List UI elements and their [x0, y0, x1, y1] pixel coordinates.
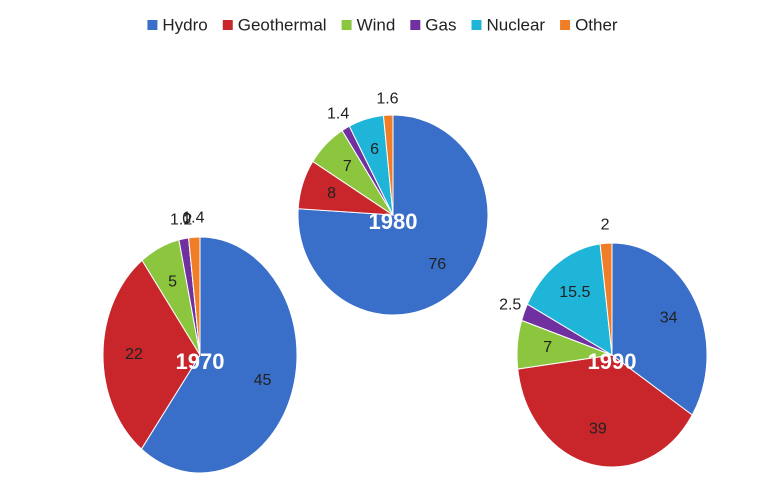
- pie-slice: [517, 354, 693, 468]
- data-label: 15.5: [559, 284, 590, 301]
- data-label: 2: [601, 217, 610, 234]
- legend-label: Gas: [425, 15, 456, 34]
- legend-swatch: [147, 20, 158, 30]
- legend-label: Nuclear: [486, 15, 545, 34]
- pie-slice: [102, 259, 201, 450]
- pie-slice: [140, 236, 298, 474]
- legend-label: Wind: [357, 15, 396, 34]
- pie-title: 1970: [176, 349, 225, 374]
- data-label: 8: [327, 185, 336, 202]
- data-label: 34: [660, 310, 678, 327]
- data-label: 6: [370, 141, 379, 158]
- legend-label: Hydro: [162, 15, 207, 34]
- pie-slice: [382, 114, 394, 216]
- pie-slice: [188, 236, 201, 356]
- pie-title: 1990: [588, 349, 637, 374]
- data-label: 7: [543, 339, 552, 356]
- data-label: 5: [168, 273, 177, 290]
- legend-label: Geothermal: [238, 15, 327, 34]
- data-label: 45: [254, 372, 272, 389]
- data-label: 76: [428, 256, 446, 273]
- legend-swatch: [222, 20, 233, 30]
- data-label: 22: [125, 346, 143, 363]
- data-label: 1.6: [376, 90, 398, 107]
- legend-label: Other: [575, 15, 618, 34]
- legend-swatch: [560, 20, 571, 30]
- pie-slice: [611, 242, 708, 416]
- data-label: 7: [343, 158, 352, 175]
- pie-title: 1980: [369, 209, 418, 234]
- data-label: 1.4: [327, 106, 349, 123]
- pie-slice: [599, 242, 613, 356]
- data-label: 1.4: [182, 210, 204, 227]
- pie-slice: [526, 243, 613, 356]
- data-label: 1.2: [170, 211, 192, 228]
- legend-swatch: [410, 20, 421, 30]
- data-label: 2.5: [499, 297, 521, 314]
- legend-swatch: [341, 20, 352, 30]
- legend-swatch: [471, 20, 482, 30]
- data-label: 39: [589, 421, 607, 438]
- data-label: 0: [182, 210, 191, 227]
